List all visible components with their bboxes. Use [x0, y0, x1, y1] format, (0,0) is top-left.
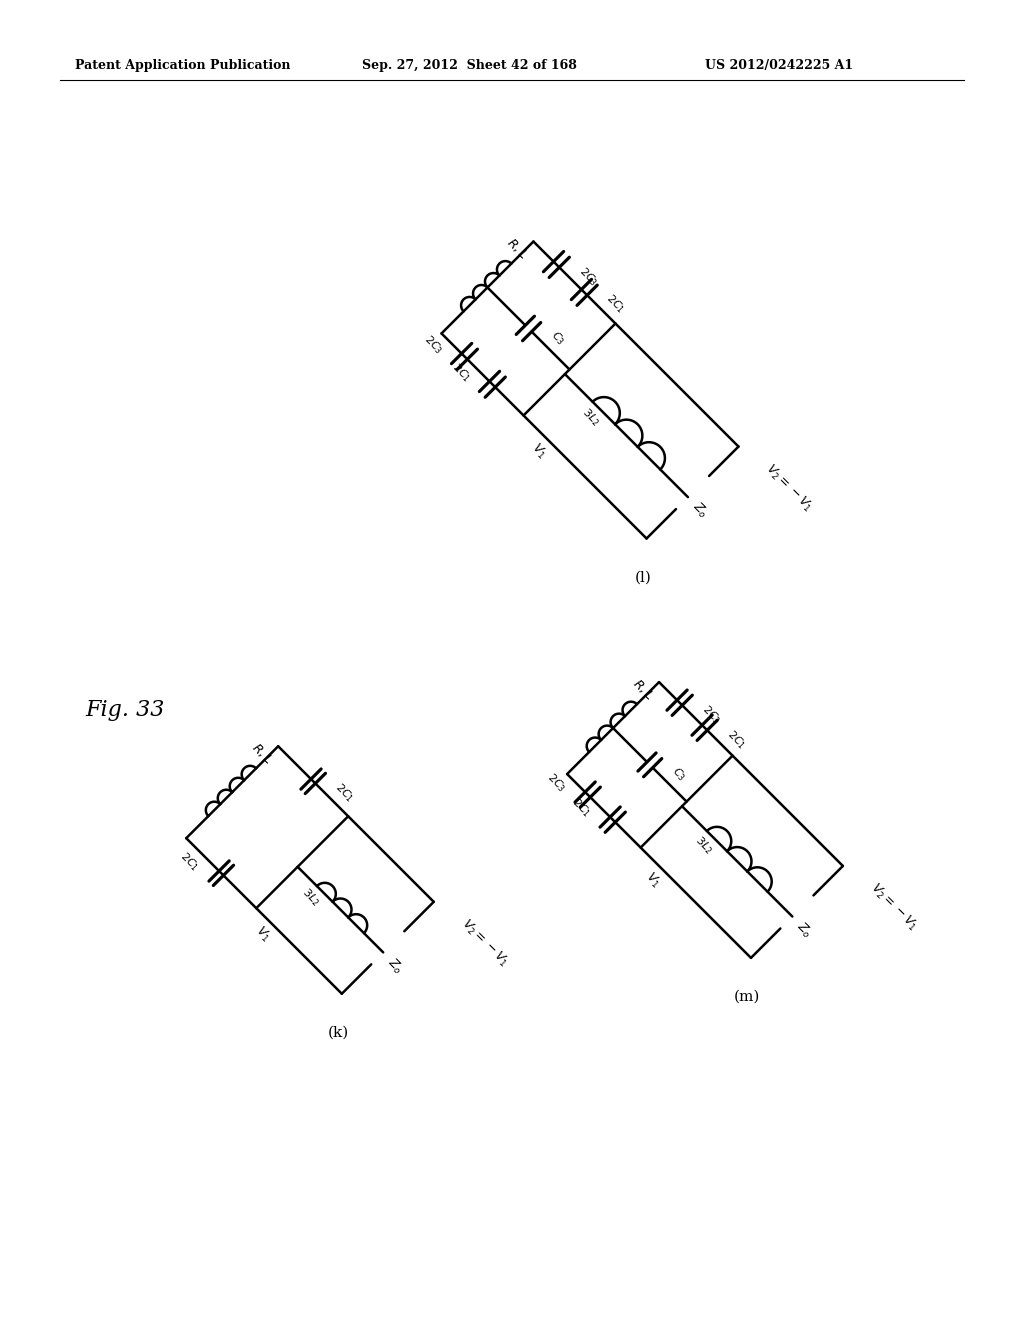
Text: Sep. 27, 2012  Sheet 42 of 168: Sep. 27, 2012 Sheet 42 of 168: [362, 58, 577, 71]
Text: (k): (k): [328, 1026, 349, 1040]
Text: (l): (l): [635, 570, 651, 585]
Text: $V_2 = -V_1$: $V_2 = -V_1$: [458, 916, 511, 970]
Text: $2C_1$: $2C_1$: [449, 360, 473, 385]
Text: $V_2 = -V_1$: $V_2 = -V_1$: [763, 462, 816, 515]
Text: $V_2 = -V_1$: $V_2 = -V_1$: [867, 880, 921, 935]
Text: $Z_o$: $Z_o$: [384, 954, 407, 977]
Text: $2C_3$: $2C_3$: [698, 702, 724, 727]
Text: $2C_1$: $2C_1$: [333, 780, 357, 805]
Text: $V_1$: $V_1$: [528, 440, 550, 462]
Text: $R, L$: $R, L$: [249, 741, 275, 767]
Text: $V_1$: $V_1$: [642, 869, 664, 891]
Text: $3L_2$: $3L_2$: [579, 405, 602, 429]
Text: $R, L$: $R, L$: [630, 676, 656, 702]
Text: Fig. 33: Fig. 33: [85, 700, 165, 721]
Text: $3L_2$: $3L_2$: [692, 833, 716, 857]
Text: (m): (m): [734, 990, 761, 1003]
Text: $2C_3$: $2C_3$: [575, 264, 600, 289]
Text: $2C_1$: $2C_1$: [177, 849, 202, 874]
Text: $3L_2$: $3L_2$: [299, 886, 323, 909]
Text: $Z_o$: $Z_o$: [794, 919, 815, 941]
Text: Patent Application Publication: Patent Application Publication: [75, 58, 291, 71]
Text: $2C_3$: $2C_3$: [421, 333, 445, 356]
Text: $2C_1$: $2C_1$: [724, 727, 749, 751]
Text: $2C_3$: $2C_3$: [544, 771, 568, 795]
Text: $2C_1$: $2C_1$: [603, 292, 628, 317]
Text: $C_3$: $C_3$: [548, 327, 567, 347]
Text: $2C_1$: $2C_1$: [569, 796, 594, 820]
Text: $C_3$: $C_3$: [669, 764, 689, 784]
Text: $R, L$: $R, L$: [504, 235, 530, 261]
Text: US 2012/0242225 A1: US 2012/0242225 A1: [705, 58, 853, 71]
Text: $Z_o$: $Z_o$: [689, 500, 711, 521]
Text: $V_1$: $V_1$: [252, 923, 273, 945]
